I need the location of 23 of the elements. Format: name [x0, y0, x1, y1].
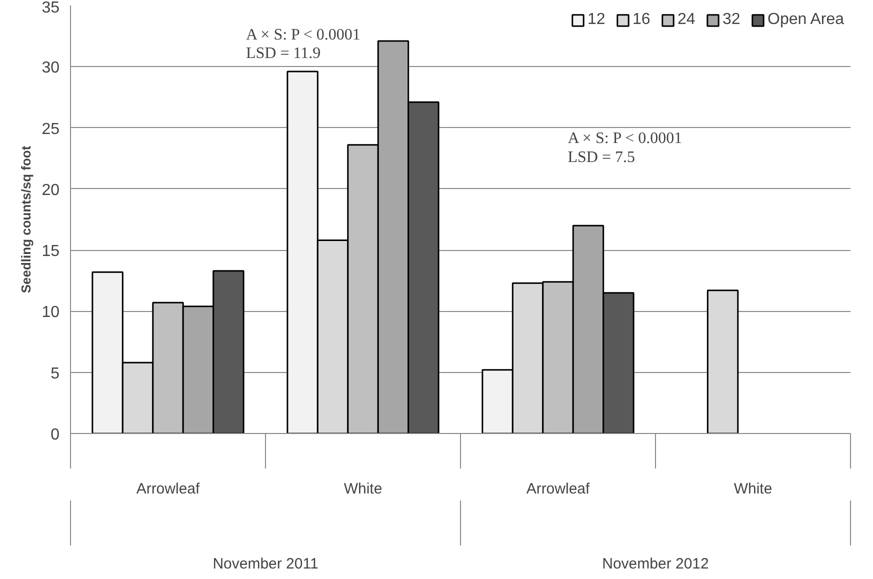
bar [706, 290, 739, 434]
annotation: A × S: P < 0.0001 LSD = 11.9 [246, 26, 360, 62]
y-tick-label: 30 [42, 60, 60, 77]
legend-label: 12 [588, 11, 606, 29]
x-tick-label: Arrowleaf [526, 480, 591, 498]
y-tick-label: 20 [42, 182, 60, 199]
x-tick-label: White [344, 480, 382, 498]
y-tick-label: 5 [50, 365, 60, 382]
x-tick-label: Arrowleaf [136, 480, 201, 498]
y-tick-label: 10 [42, 304, 60, 322]
legend-label: 32 [722, 11, 742, 29]
y-tick-label: 0 [50, 426, 60, 444]
legend-label: 24 [678, 11, 696, 29]
legend-label: 16 [632, 11, 652, 29]
y-tick-label: 35 [42, 0, 60, 16]
y-axis-title: Seedling counts/sq foot [18, 145, 34, 294]
legend-label: Open Area [768, 11, 844, 29]
text: November 2011 [212, 556, 318, 572]
annotation: A × S: P < 0.0001 LSD = 7.5 [568, 130, 682, 166]
y-tick-label: 25 [42, 120, 60, 138]
text: November 2012 [602, 556, 709, 572]
x-tick-label: White [734, 480, 772, 498]
y-tick-label: 15 [42, 243, 60, 260]
